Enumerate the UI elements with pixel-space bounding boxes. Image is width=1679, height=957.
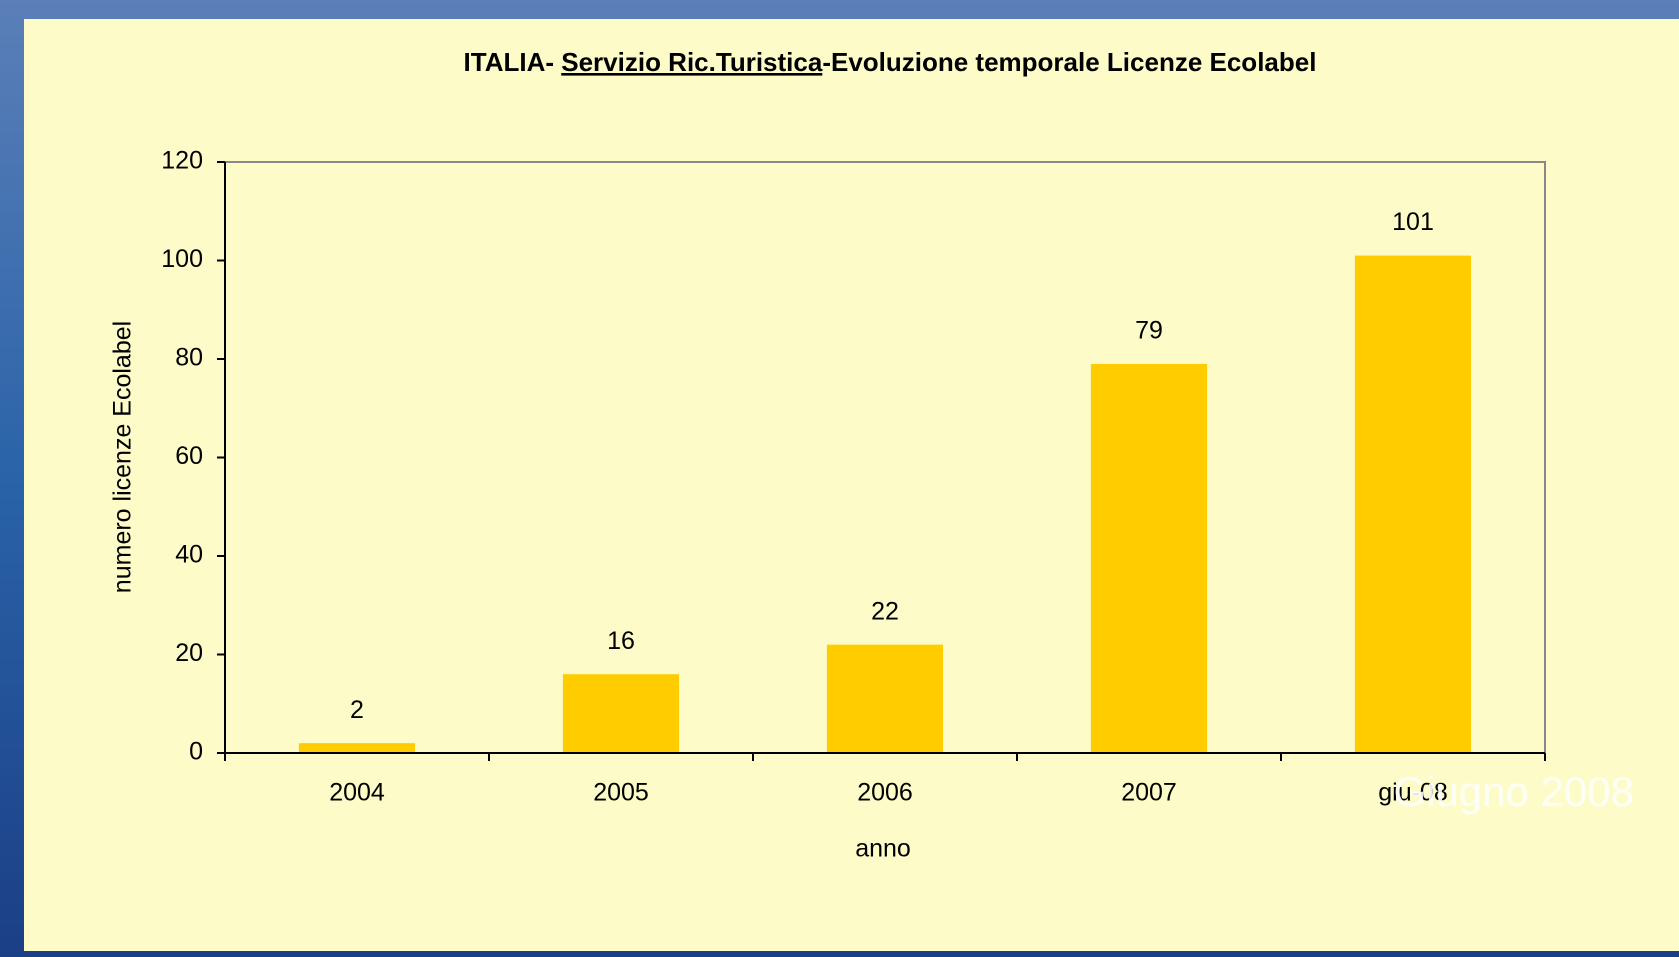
y-axis-label: numero licenze Ecolabel: [109, 321, 137, 593]
y-tick-label: 60: [175, 442, 203, 470]
value-label: 79: [1135, 317, 1163, 345]
value-label: 2: [350, 696, 364, 724]
value-label: 16: [607, 627, 635, 655]
bar: [827, 645, 943, 753]
title-part: ITALIA-: [464, 47, 562, 77]
chart: ITALIA- Servizio Ric.Turistica-Evoluzion…: [0, 0, 1679, 957]
y-tick-label: 20: [175, 639, 203, 667]
bar: [1091, 364, 1207, 753]
y-tick-label: 80: [175, 344, 203, 372]
x-tick-label: 2004: [329, 779, 385, 807]
y-tick-label: 0: [189, 738, 203, 766]
bar: [299, 743, 415, 753]
title-part: Servizio Ric.Turistica: [561, 47, 823, 77]
title-part: -Evoluzione temporale Licenze Ecolabel: [822, 47, 1316, 77]
bar: [1355, 256, 1471, 753]
x-tick-label: 2005: [593, 779, 649, 807]
bar: [563, 674, 679, 753]
y-tick-label: 100: [161, 245, 203, 273]
value-label: 101: [1392, 208, 1434, 236]
chart-title: ITALIA- Servizio Ric.Turistica-Evoluzion…: [464, 47, 1317, 77]
x-tick-label: 2006: [857, 779, 913, 807]
y-tick-label: 40: [175, 541, 203, 569]
annotation: Giugno 2008: [1393, 768, 1634, 815]
value-label: 22: [871, 597, 899, 625]
y-tick-label: 120: [161, 147, 203, 175]
x-tick-label: 2007: [1121, 779, 1177, 807]
x-axis-label: anno: [855, 835, 911, 863]
page: ITALIA- Servizio Ric.Turistica-Evoluzion…: [0, 0, 1679, 957]
